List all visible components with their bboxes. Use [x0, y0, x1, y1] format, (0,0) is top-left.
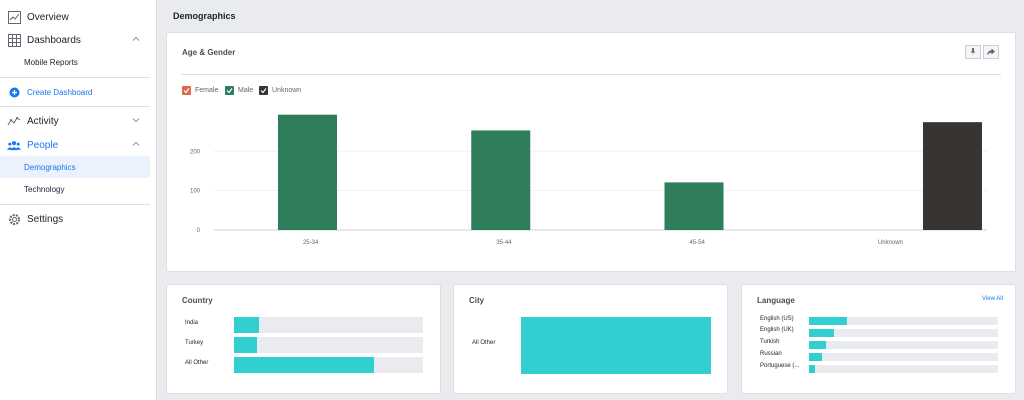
sidebar-item-label: Mobile Reports: [24, 57, 78, 67]
x-tick-label: 25-34: [303, 240, 319, 246]
sidebar-item-label: Settings: [27, 213, 64, 225]
share-button[interactable]: [983, 45, 999, 59]
checkbox-icon: [259, 86, 268, 95]
sidebar-item-label: Overview: [27, 11, 69, 23]
bar-track: [521, 317, 711, 374]
checkbox-icon: [225, 86, 234, 95]
gear-icon: [7, 212, 21, 226]
card-title: Language: [757, 296, 795, 305]
card-title: Age & Gender: [182, 48, 236, 57]
bar: [923, 122, 982, 230]
bar: [664, 182, 724, 230]
divider: [0, 204, 150, 205]
pin-button[interactable]: [965, 45, 981, 59]
bar-track: [234, 317, 423, 333]
x-tick-label: 45-54: [689, 240, 705, 246]
chevron-down-icon: [132, 118, 140, 123]
sidebar-item-overview[interactable]: Overview: [0, 5, 157, 29]
sidebar-item-label: People: [27, 139, 59, 151]
bar-fill: [809, 317, 847, 325]
plus-circle-icon: [7, 85, 21, 99]
bar: [471, 130, 531, 230]
grid-icon: [7, 33, 21, 47]
country-card: Country India Turkey All Other: [166, 284, 441, 394]
bar-label: All Other: [472, 340, 496, 346]
bar-label: India: [185, 320, 199, 326]
bar-track: [809, 317, 998, 325]
bar-fill: [234, 337, 257, 353]
sidebar-item-label: Activity: [27, 115, 59, 127]
sidebar-item-dashboards[interactable]: Dashboards: [0, 28, 157, 52]
line-chart-icon: [7, 10, 21, 24]
divider: [0, 106, 150, 107]
legend-item-female[interactable]: Female: [182, 86, 218, 95]
bar-track: [809, 341, 998, 349]
people-icon: [7, 138, 21, 152]
sidebar-item-mobile-reports[interactable]: Mobile Reports: [0, 51, 157, 73]
bar-label: Portuguese (...: [760, 363, 800, 369]
y-tick-label: 200: [190, 149, 201, 155]
divider: [181, 74, 1001, 75]
sidebar-item-label: Demographics: [24, 162, 76, 172]
sidebar-item-label: Create Dashboard: [27, 87, 93, 97]
bar-label: Turkey: [185, 340, 204, 346]
sidebar-item-label: Technology: [24, 184, 65, 194]
pin-icon: [970, 48, 976, 56]
legend-label: Female: [195, 87, 219, 94]
y-tick-label: 0: [197, 228, 201, 234]
city-card: City All Other: [453, 284, 728, 394]
legend-item-male[interactable]: Male: [225, 86, 253, 95]
card-title: City: [469, 296, 485, 305]
legend-label: Male: [238, 87, 254, 94]
sidebar-item-people[interactable]: People: [0, 133, 157, 157]
bar-fill: [234, 357, 374, 373]
sidebar-item-settings[interactable]: Settings: [0, 207, 157, 231]
sidebar-item-label: Dashboards: [27, 34, 81, 46]
page-title: Demographics: [173, 11, 236, 21]
bar-label: Russian: [760, 351, 782, 357]
chevron-up-icon: [132, 36, 140, 41]
sidebar-item-technology[interactable]: Technology: [0, 178, 157, 200]
checkbox-icon: [182, 86, 191, 95]
bar: [278, 114, 337, 230]
legend-label: Unknown: [272, 87, 302, 94]
activity-icon: [7, 114, 21, 128]
bar-label: All Other: [185, 360, 209, 366]
create-dashboard-button[interactable]: Create Dashboard: [0, 80, 157, 104]
bar-fill: [809, 353, 823, 361]
x-tick-label: Unknown: [878, 240, 903, 246]
card-title: Country: [182, 296, 213, 305]
bar-track: [809, 329, 998, 337]
language-card: Language View All English (US) English (…: [741, 284, 1016, 394]
legend-item-unknown[interactable]: Unknown: [259, 86, 301, 95]
bar-track: [809, 353, 998, 361]
bar-fill: [809, 365, 815, 373]
age-gender-chart: 0 100 200 25-34 35-44 45-54 Unknown: [190, 114, 987, 246]
sidebar-item-demographics[interactable]: Demographics: [0, 156, 150, 178]
share-icon: [987, 48, 995, 56]
age-gender-card: Age & Gender Female Male Unknown 0 100 200…: [166, 32, 1016, 272]
bar-track: [809, 365, 998, 373]
chevron-up-icon: [132, 141, 140, 146]
bar-label: English (UK): [760, 327, 794, 333]
sidebar: Overview Dashboards Mobile Reports Creat…: [0, 0, 157, 400]
bar-track: [234, 357, 423, 373]
sidebar-item-activity[interactable]: Activity: [0, 109, 157, 133]
bar-fill: [809, 341, 826, 349]
bar-label: Turkish: [760, 339, 780, 345]
bar-track: [234, 337, 423, 353]
bar-fill: [521, 317, 711, 374]
y-tick-label: 100: [190, 189, 201, 195]
bar-label: English (US): [760, 316, 794, 322]
view-all-link[interactable]: View All: [982, 296, 1003, 302]
bar-fill: [234, 317, 259, 333]
divider: [0, 77, 150, 78]
x-tick-label: 35-44: [496, 240, 512, 246]
bar-fill: [809, 329, 834, 337]
